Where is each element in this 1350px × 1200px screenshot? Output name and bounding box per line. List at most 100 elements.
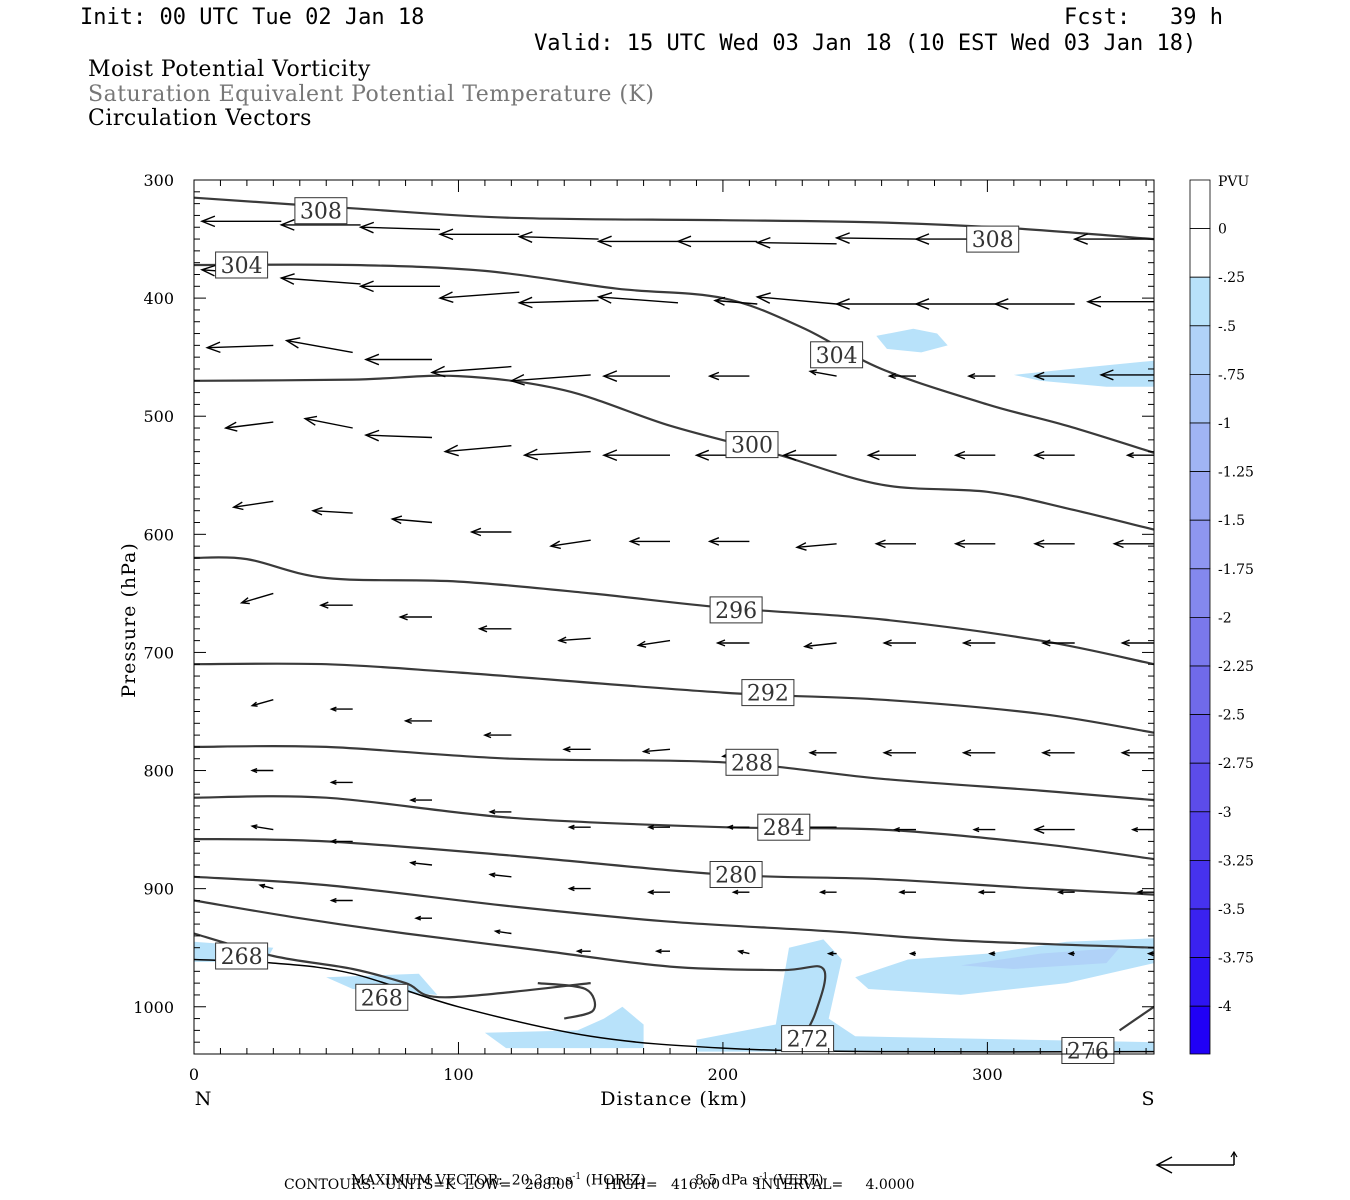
circulation-vector [953, 450, 996, 460]
circulation-vector [1056, 889, 1075, 895]
vector-shaft [312, 510, 353, 514]
circulation-vector [641, 747, 671, 755]
vector-head [205, 341, 221, 354]
contour-info: CONTOURS: UNITS=K LOW= 268.00 HIGH= 416.… [284, 1177, 915, 1193]
circulation-vector [808, 369, 837, 377]
vector-head [398, 613, 408, 621]
circulation-vectors [200, 215, 1154, 957]
vector-head [488, 872, 496, 878]
vector-head [914, 233, 930, 245]
contour-label: 308 [300, 200, 342, 225]
x-axis-left-label: N [195, 1088, 212, 1110]
circulation-vector [279, 273, 361, 285]
circulation-vector [1099, 369, 1154, 381]
vector-shaft [360, 226, 441, 231]
circulation-vector [329, 838, 353, 845]
vector-head [834, 298, 850, 310]
circulation-vector [477, 625, 512, 633]
colorbar-swatch [1189, 228, 1211, 278]
circulation-vector [549, 539, 591, 550]
vector-shaft [439, 291, 520, 299]
theta-contour [194, 744, 1154, 802]
vector-head [713, 296, 726, 306]
vector-head [509, 373, 525, 386]
circulation-vector [414, 915, 432, 921]
vector-head [882, 749, 892, 757]
colorbar-tick-label: -2.25 [1218, 659, 1254, 675]
circulation-vector [596, 292, 679, 304]
vector-head [602, 449, 618, 462]
contour-label-box [709, 596, 763, 624]
colorbar-swatch [1189, 568, 1211, 618]
theta-contour [537, 982, 596, 1020]
theta-contour [194, 662, 1154, 734]
vector-head [469, 527, 482, 537]
horiz-value: 20.3 m s [511, 1172, 573, 1189]
vector-head [808, 369, 817, 376]
vector-shaft [490, 873, 512, 878]
vector-head [438, 291, 454, 303]
colorbar-swatch [1189, 422, 1211, 472]
y-tick-label: 700 [143, 643, 174, 662]
circulation-vector [795, 542, 837, 551]
vector-head [567, 824, 575, 830]
vector-head [311, 506, 323, 516]
circulation-vector [329, 897, 353, 904]
contour-label: 308 [972, 228, 1014, 253]
vector-shaft [524, 450, 591, 456]
circulation-vector [311, 506, 353, 516]
circulation-vector [438, 228, 520, 241]
vector-shaft [511, 374, 591, 382]
colorbar-swatch [1189, 179, 1211, 229]
circulation-vector [961, 749, 996, 757]
vector-head [1085, 295, 1102, 308]
vector-head [755, 292, 771, 304]
vector-head [628, 537, 640, 546]
vert-value: 8.5 dPa s [694, 1172, 760, 1189]
circulation-vector [575, 948, 591, 954]
colorbar-swatch [1189, 811, 1211, 861]
vector-shaft [410, 862, 433, 866]
colorbar-tick-label: -1.75 [1218, 562, 1254, 578]
circulation-vector [205, 341, 274, 354]
vector-head [562, 746, 571, 753]
theta-contour [194, 374, 1154, 531]
circulation-vector [517, 296, 599, 309]
vector-shaft [757, 296, 837, 305]
circulation-vector [1033, 539, 1075, 549]
vector-shaft [286, 339, 353, 354]
colorbar-tick-label: -.25 [1218, 270, 1245, 286]
theta-contour [194, 263, 1154, 454]
vector-head [755, 236, 771, 249]
circulation-vector [562, 746, 591, 753]
contour-label: 284 [763, 816, 805, 841]
colorbar-swatch [1189, 762, 1211, 813]
vector-head [654, 948, 662, 954]
vector-head [1099, 369, 1114, 381]
vector-head [390, 515, 403, 525]
colorbar-swatch [1189, 714, 1211, 764]
init-time: Init: 00 UTC Tue 02 Jan 18 [80, 5, 425, 30]
vector-head [488, 809, 496, 815]
contour-label-box [1061, 1037, 1115, 1064]
circulation-vector [731, 889, 750, 895]
vector-head [403, 717, 412, 725]
vector-head [438, 228, 454, 241]
circulation-vector [707, 537, 750, 546]
y-tick-label: 800 [143, 762, 174, 781]
vector-head [250, 701, 258, 707]
field-title-pv: Moist Potential Vorticity [88, 57, 371, 82]
vector-head [430, 365, 446, 378]
vector-head [874, 539, 886, 549]
valid-time: Valid: 15 UTC Wed 03 Jan 18 (10 EST Wed … [534, 31, 1197, 56]
vector-shaft [365, 434, 433, 439]
vector-head [1056, 889, 1064, 895]
colorbar-swatch [1189, 860, 1211, 910]
vector-head [953, 450, 966, 460]
field-title-vectors: Circulation Vectors [88, 106, 312, 131]
circulation-vector [647, 889, 670, 895]
circulation-vector [1146, 951, 1154, 957]
vector-shaft [445, 445, 512, 453]
vector-shaft [550, 539, 591, 547]
vector-shaft [558, 637, 591, 642]
